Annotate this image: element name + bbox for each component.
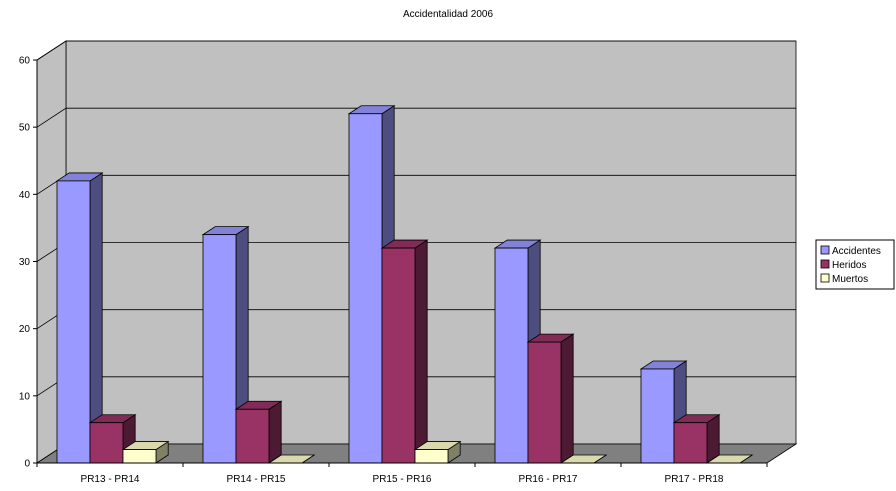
legend-swatch (820, 259, 830, 269)
legend: Accidentes Heridos Muertos (815, 239, 895, 290)
legend-label: Muertos (832, 274, 868, 285)
gridline (36, 40, 796, 61)
bar-front (494, 247, 529, 464)
x-tick-label: PR15 - PR16 (373, 474, 432, 485)
legend-swatch (820, 245, 830, 255)
y-tick-label: 30 (19, 257, 31, 268)
y-tick-label: 50 (19, 123, 31, 134)
bar-front (348, 113, 383, 464)
y-tick-label: 20 (19, 324, 31, 335)
gridline (36, 107, 796, 128)
bar-side (268, 400, 282, 464)
x-tick-label: PR13 - PR14 (81, 474, 140, 485)
bar-heridos-2 (234, 400, 283, 464)
bar-heridos-3 (380, 239, 429, 464)
bar-heridos-5 (672, 413, 721, 464)
y-tick-label: 40 (19, 190, 31, 201)
x-tick-label: PR17 - PR18 (665, 474, 724, 485)
bar-front (89, 422, 124, 464)
bar-muertos-3 (413, 440, 462, 464)
legend-label: Heridos (832, 260, 866, 271)
bar-muertos-1 (121, 440, 170, 464)
axes: 0 10 20 30 40 50 60 PR13 - PR14 PR14 - PR15 PR15 … (19, 56, 768, 485)
bar-side (414, 239, 428, 464)
bar-front (527, 341, 562, 464)
bar-front (673, 422, 708, 464)
chart-title: Accidentalidad 2006 (403, 9, 494, 20)
bar-front (235, 408, 270, 464)
legend-swatch (820, 273, 830, 283)
y-tick-label: 10 (19, 391, 31, 402)
y-tick-label: 0 (24, 459, 30, 470)
y-tick-label: 60 (19, 56, 31, 67)
bar-front (122, 449, 157, 464)
bar-front (202, 234, 237, 464)
bar-heridos-4 (526, 333, 575, 464)
legend-label: Accidentes (832, 246, 881, 257)
bars (55, 105, 754, 464)
bar-front (381, 247, 416, 464)
bar-accidentes-1 (55, 172, 104, 464)
bar-side (560, 333, 574, 464)
x-tick-label: PR16 - PR17 (519, 474, 578, 485)
x-tick-label: PR14 - PR15 (227, 474, 286, 485)
bar-front (640, 368, 675, 464)
bar-front (56, 180, 91, 464)
bar-front (414, 449, 449, 464)
